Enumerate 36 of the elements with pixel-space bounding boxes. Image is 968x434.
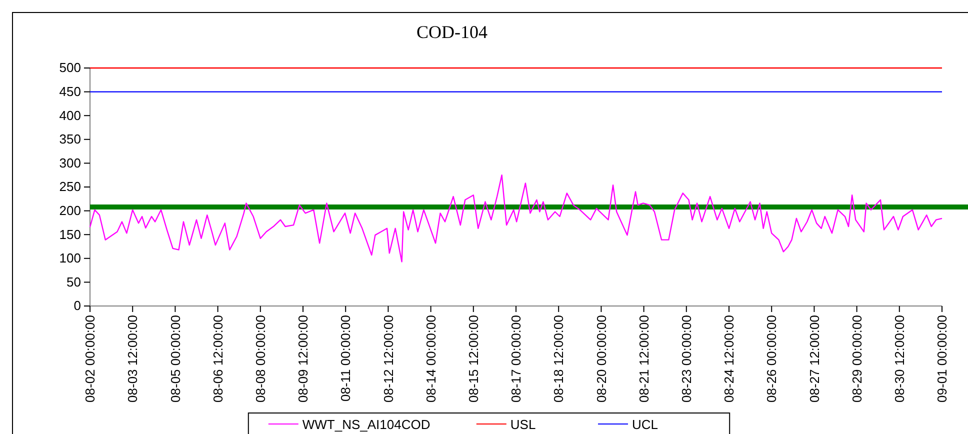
legend-label: USL	[510, 417, 536, 432]
x-tick-label: 08-27 12:00:00	[806, 315, 822, 402]
x-tick-label: 08-03 12:00:00	[125, 315, 140, 402]
x-tick-label: 08-09 12:00:00	[296, 315, 311, 402]
y-tick-label: 400	[59, 108, 81, 123]
x-tick-label: 08-26 00:00:00	[764, 315, 780, 402]
x-tick-label: 08-02 00:00:00	[82, 315, 98, 402]
x-tick-label: 08-18 12:00:00	[551, 315, 566, 402]
y-tick-label: 300	[59, 155, 81, 170]
x-tick-label: 08-08 00:00:00	[252, 315, 268, 402]
x-tick-label: 08-11 00:00:00	[338, 315, 354, 402]
y-tick-label: 450	[59, 84, 81, 99]
legend-label: WWT_NS_AI104COD	[302, 417, 430, 432]
x-tick-label: 08-05 00:00:00	[168, 315, 183, 402]
x-tick-label: 09-01 00:00:00	[934, 315, 950, 402]
x-tick-label: 08-21 12:00:00	[636, 315, 652, 402]
chart-title: COD-104	[416, 22, 488, 42]
x-tick-label: 08-23 00:00:00	[678, 315, 694, 402]
y-tick-label: 500	[59, 60, 81, 76]
y-tick-label: 50	[66, 274, 81, 290]
y-tick-label: 350	[59, 132, 81, 147]
x-tick-label: 08-30 12:00:00	[892, 315, 907, 402]
x-tick-label: 08-15 12:00:00	[466, 315, 481, 402]
y-tick-label: 250	[59, 179, 81, 194]
x-tick-label: 08-24 12:00:00	[722, 315, 737, 402]
x-tick-label: 08-14 00:00:00	[423, 315, 438, 402]
y-tick-label: 100	[59, 250, 81, 266]
y-tick-label: 200	[59, 202, 81, 218]
x-tick-label: 08-12 12:00:00	[380, 315, 396, 402]
x-tick-label: 08-20 00:00:00	[594, 315, 609, 402]
x-tick-label: 08-29 00:00:00	[849, 315, 864, 402]
x-tick-label: 08-17 00:00:00	[508, 315, 524, 402]
y-tick-label: 150	[59, 226, 81, 242]
y-tick-label: 0	[74, 298, 81, 314]
legend-label: UCL	[632, 417, 658, 432]
x-tick-label: 08-06 12:00:00	[210, 315, 226, 402]
